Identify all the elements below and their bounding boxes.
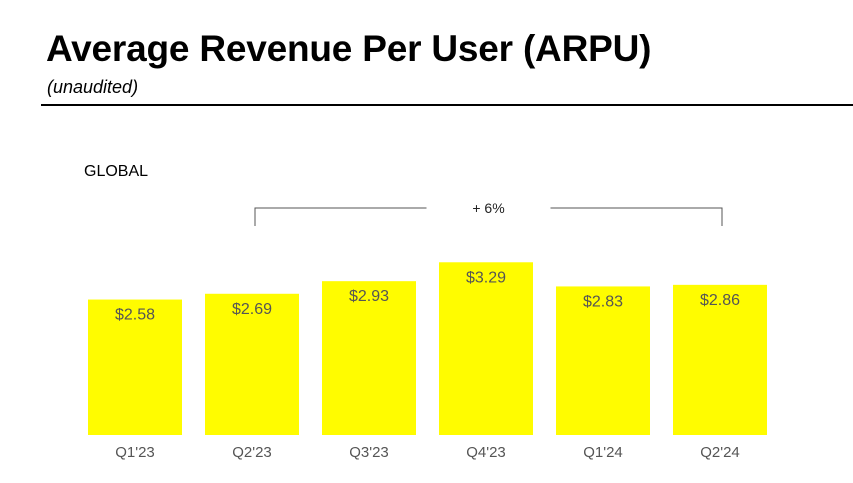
bar-1 <box>88 299 182 435</box>
bars-group <box>88 262 767 435</box>
x-tick-label: Q1'24 <box>583 444 623 461</box>
bracket-left <box>254 207 427 226</box>
x-tick-label: Q2'23 <box>232 444 272 461</box>
bar-value-label: $3.29 <box>466 269 506 286</box>
x-axis-ticks: Q1'23 Q2'23 Q3'23 Q4'23 Q1'24 Q2'24 <box>115 444 740 461</box>
bar-value-label: $2.86 <box>700 292 740 309</box>
growth-label: + 6% <box>472 200 504 216</box>
bar-5 <box>556 286 650 435</box>
growth-annotation: + 6% <box>254 200 723 226</box>
bar-3 <box>322 281 416 435</box>
x-tick-label: Q1'23 <box>115 444 155 461</box>
bar-2 <box>205 293 299 435</box>
region-label: GLOBAL <box>84 163 149 180</box>
bar-6 <box>673 284 767 435</box>
bar-value-label: $2.93 <box>349 288 389 305</box>
bracket-right <box>550 207 723 226</box>
page-title: Average Revenue Per User (ARPU) <box>46 28 652 69</box>
x-tick-label: Q3'23 <box>349 444 389 461</box>
bar-value-label: $2.58 <box>115 307 155 324</box>
title-divider <box>41 104 853 106</box>
bar-value-label: $2.69 <box>232 301 272 318</box>
x-tick-label: Q4'23 <box>466 444 506 461</box>
bar-value-label: $2.83 <box>583 293 623 310</box>
x-tick-label: Q2'24 <box>700 444 740 461</box>
page-subtitle: (unaudited) <box>47 77 139 97</box>
value-labels-group: $2.58 $2.69 $2.93 $3.29 $2.83 $2.86 <box>115 269 740 323</box>
bar-4 <box>439 262 533 435</box>
